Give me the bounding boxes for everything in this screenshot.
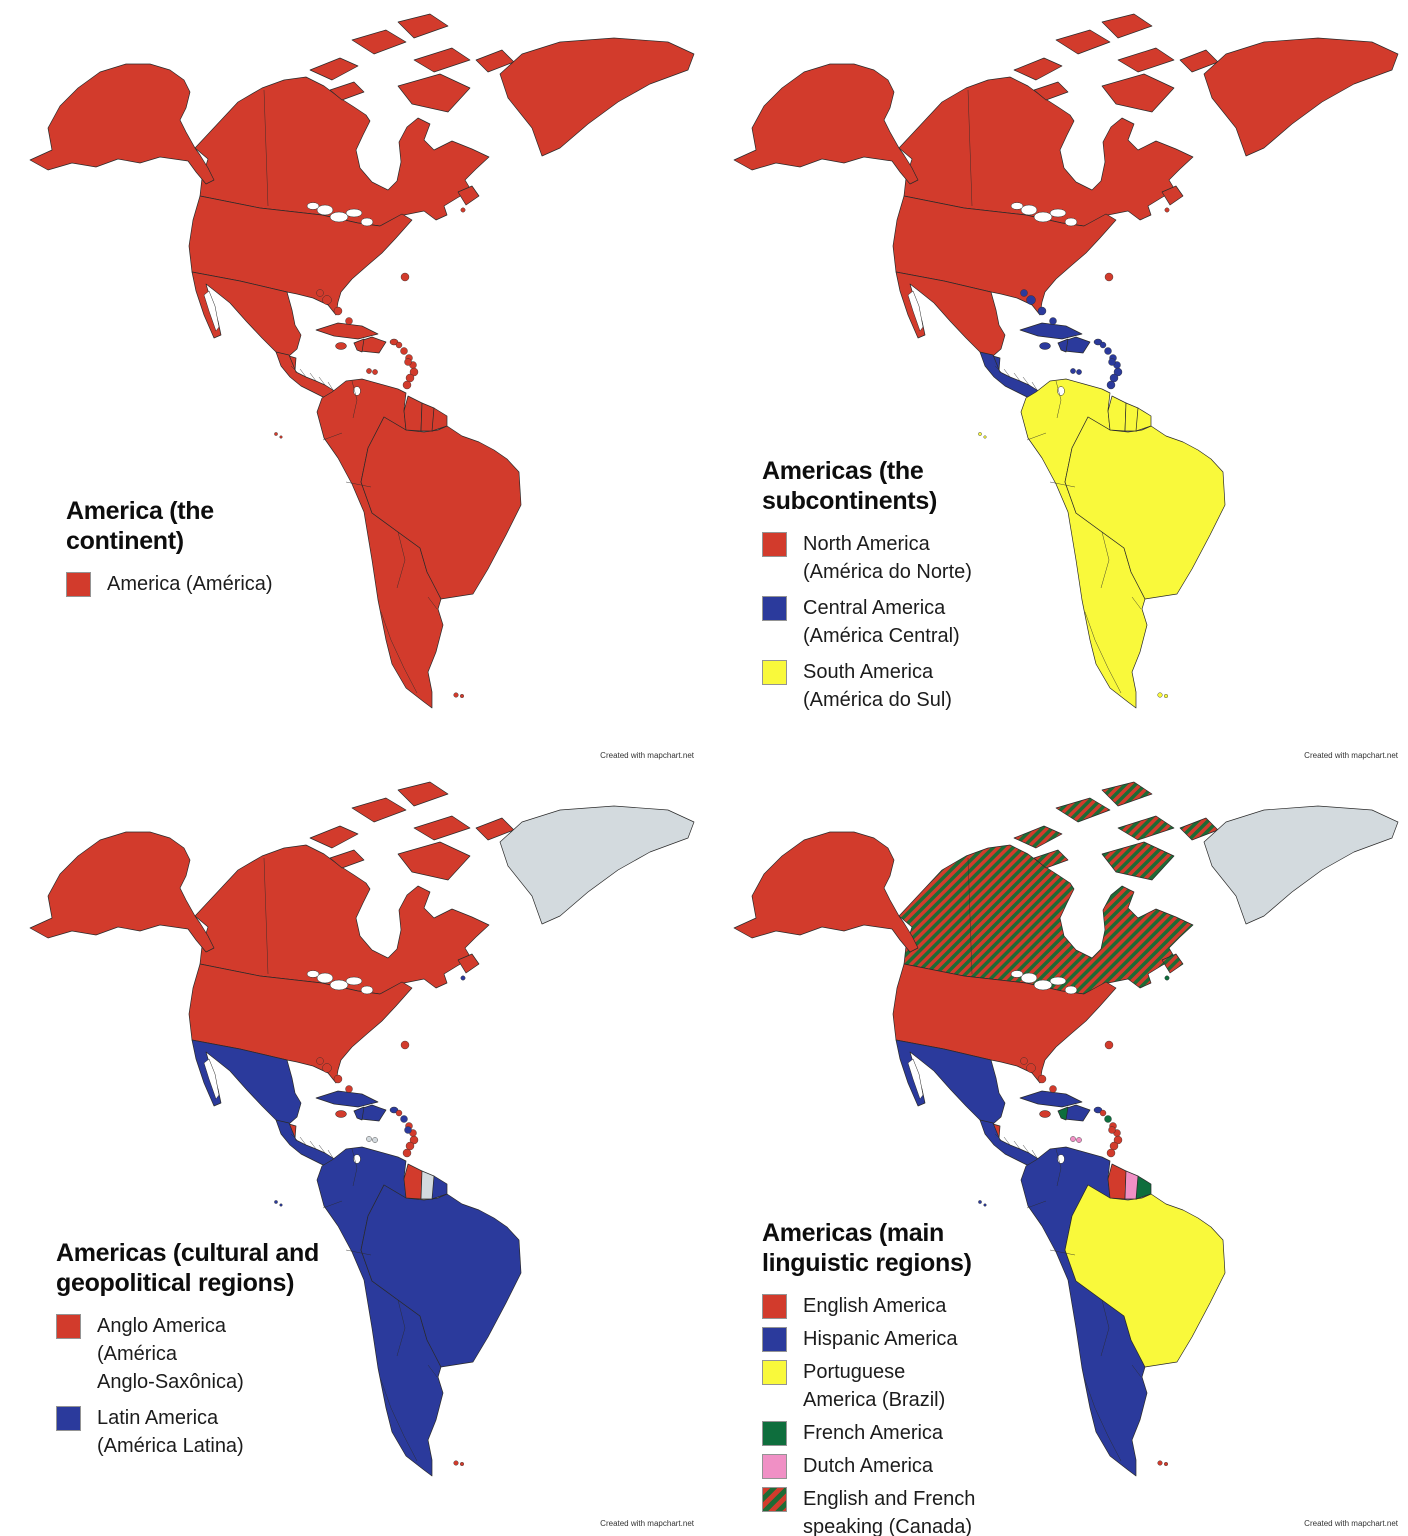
americas-map [29, 781, 695, 1477]
legend-label: Latin America (América Latina) [97, 1407, 244, 1457]
legend-title: Americas (main linguistic regions) [762, 1219, 972, 1277]
legend-swatch [762, 1487, 787, 1512]
americas-map [733, 13, 1399, 709]
legend-item: Anglo America (América Anglo-Saxônica) [56, 1312, 356, 1396]
map-panel-cultural-regions: Americas (cultural and geopolitical regi… [0, 768, 704, 1536]
legend-items: English America Hispanic America Portugues… [762, 1292, 1052, 1536]
legend-label: Dutch America [803, 1455, 934, 1477]
legend-swatch [762, 596, 787, 621]
legend-swatch [762, 1454, 787, 1479]
legend-swatch [762, 1327, 787, 1352]
watermark: Created with mapchart.net [1304, 1519, 1398, 1528]
legend-swatch [762, 1294, 787, 1319]
legend-label: Central America (América Central) [803, 597, 960, 647]
legend-swatch [762, 532, 787, 557]
americas-map [733, 781, 1399, 1477]
legend-label: South America (América do Sul) [803, 661, 952, 711]
legend-title: America (the continent) [66, 497, 214, 555]
legend-item: Central America (América Central) [762, 594, 1022, 650]
map-panel-continent: America (the continent) America (América… [0, 0, 704, 768]
legend-label: English and French speaking (Canada) [803, 1488, 976, 1536]
legend-item: English and French speaking (Canada) [762, 1485, 1052, 1536]
legend-item: Dutch America [762, 1452, 1052, 1480]
legend-label: North America (América do Norte) [803, 533, 972, 583]
legend-label: Anglo America (América Anglo-Saxônica) [97, 1315, 244, 1393]
legend-item: South America (América do Sul) [762, 658, 1022, 714]
legend-swatch [762, 1360, 787, 1385]
legend-item: English America [762, 1292, 1052, 1320]
legend-item: French America [762, 1419, 1052, 1447]
watermark: Created with mapchart.net [600, 1519, 694, 1528]
watermark: Created with mapchart.net [600, 751, 694, 760]
legend-swatch [762, 1421, 787, 1446]
legend-items: Anglo America (América Anglo-Saxônica) La… [56, 1312, 356, 1460]
legend-label: America (América) [107, 573, 273, 595]
legend-label: Portuguese America (Brazil) [803, 1361, 946, 1411]
legend-label: French America [803, 1422, 944, 1444]
legend: Americas (cultural and geopolitical regi… [56, 1238, 356, 1468]
americas-map [29, 13, 695, 709]
watermark: Created with mapchart.net [1304, 751, 1398, 760]
map-panel-subcontinents: Americas (the subcontinents) North Ameri… [704, 0, 1408, 768]
legend-items: America (América) [66, 570, 316, 598]
legend: Americas (the subcontinents) North Ameri… [762, 456, 1022, 722]
legend-label: Hispanic America [803, 1328, 958, 1350]
legend: Americas (main linguistic regions) Engli… [762, 1218, 1052, 1536]
legend-label: English America [803, 1295, 947, 1317]
legend: America (the continent) America (América… [66, 496, 316, 606]
legend-title: Americas (the subcontinents) [762, 457, 937, 515]
legend-swatch [762, 660, 787, 685]
legend-item: North America (América do Norte) [762, 530, 1022, 586]
legend-swatch [56, 1314, 81, 1339]
legend-item: Latin America (América Latina) [56, 1404, 356, 1460]
legend-swatch [56, 1406, 81, 1431]
legend-item: Portuguese America (Brazil) [762, 1358, 1052, 1414]
legend-item: America (América) [66, 570, 316, 598]
legend-item: Hispanic America [762, 1325, 1052, 1353]
legend-title: Americas (cultural and geopolitical regi… [56, 1239, 319, 1297]
legend-items: North America (América do Norte) Central … [762, 530, 1022, 714]
legend-swatch [66, 572, 91, 597]
map-panel-linguistic-regions: Americas (main linguistic regions) Engli… [704, 768, 1408, 1536]
